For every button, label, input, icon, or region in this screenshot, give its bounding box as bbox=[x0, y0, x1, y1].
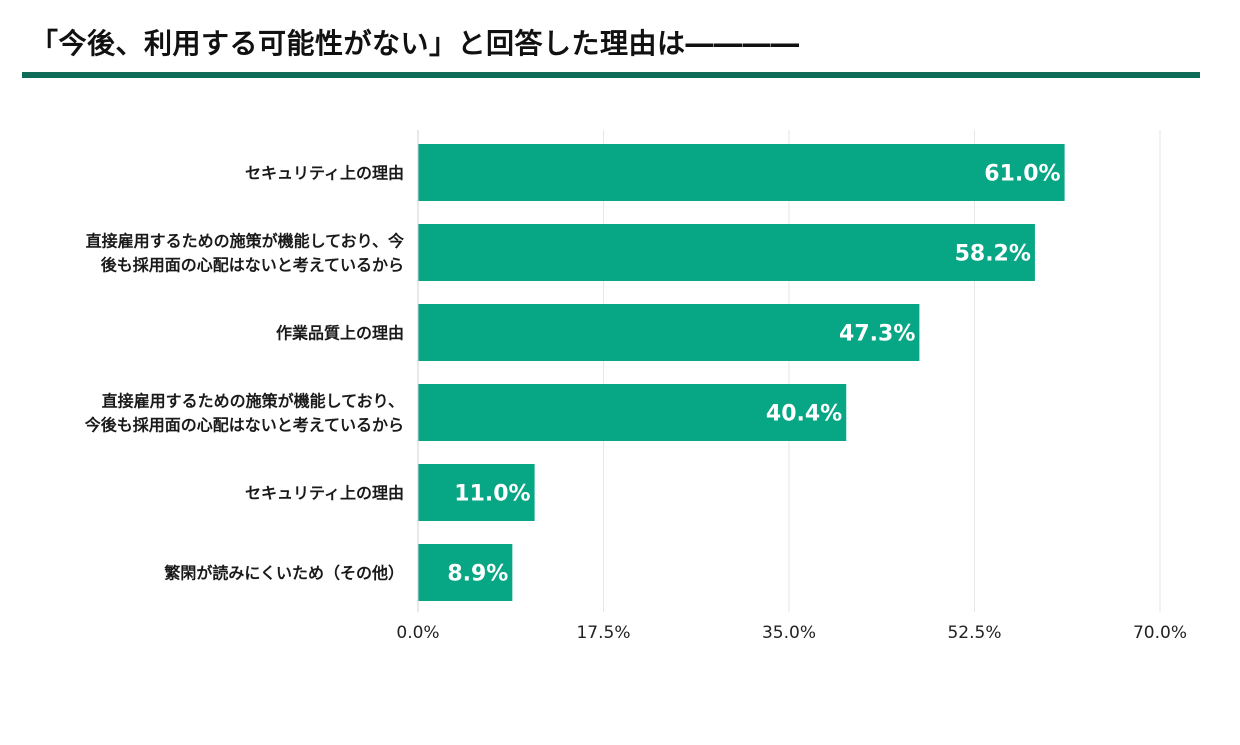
category-label: セキュリティ上の理由 bbox=[245, 484, 404, 503]
chart-title: 「今後、利用する可能性がない」と回答した理由は―――― bbox=[30, 27, 800, 60]
bar-value-label: 58.2% bbox=[955, 242, 1031, 267]
bar-value-label: 61.0% bbox=[984, 162, 1060, 187]
title-underline bbox=[22, 72, 1200, 78]
bar-value-label: 47.3% bbox=[839, 322, 915, 347]
x-tick-label: 35.0% bbox=[762, 623, 816, 643]
x-tick-label: 52.5% bbox=[947, 623, 1001, 643]
bar bbox=[418, 224, 1035, 281]
category-label: 直接雇用するための施策が機能しており、今 bbox=[86, 232, 404, 251]
category-label: 繁閑が読みにくいため（その他） bbox=[163, 564, 404, 583]
x-tick-label: 70.0% bbox=[1133, 623, 1187, 643]
bar bbox=[418, 304, 920, 361]
bar bbox=[418, 464, 535, 521]
x-tick-label: 17.5% bbox=[576, 623, 630, 643]
bar bbox=[418, 384, 847, 441]
bar bbox=[418, 544, 513, 601]
bar bbox=[418, 144, 1065, 201]
category-label: 作業品質上の理由 bbox=[276, 324, 404, 343]
category-label: 直接雇用するための施策が機能しており、 bbox=[102, 392, 404, 411]
category-label: セキュリティ上の理由 bbox=[245, 164, 404, 183]
category-label: 今後も採用面の心配はないと考えているから bbox=[84, 416, 404, 435]
bar-value-label: 8.9% bbox=[447, 562, 508, 587]
bar-value-label: 40.4% bbox=[766, 402, 842, 427]
category-label: 後も採用面の心配はないと考えているから bbox=[101, 256, 404, 275]
x-tick-label: 0.0% bbox=[396, 623, 439, 643]
bar-value-label: 11.0% bbox=[454, 482, 530, 507]
